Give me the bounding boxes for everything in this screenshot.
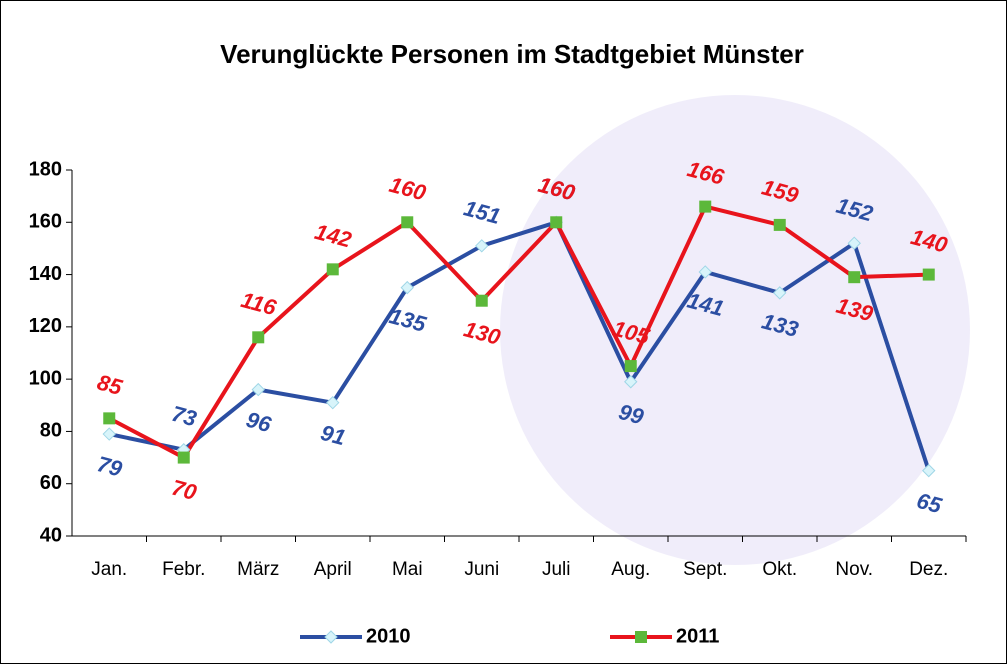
x-tick-label: Dez. <box>909 559 948 580</box>
marker <box>251 382 265 397</box>
x-tick-label: Sept. <box>683 559 727 580</box>
marker <box>103 412 116 425</box>
legend-label: 2011 <box>676 625 719 647</box>
x-tick-label: Febr. <box>162 559 205 580</box>
marker <box>252 331 265 344</box>
series-line <box>108 204 929 460</box>
x-tick-label: Mai <box>392 559 423 580</box>
marker <box>922 463 936 478</box>
y-tick-label: 120 <box>29 315 62 337</box>
y-tick-label: 140 <box>29 263 62 285</box>
y-tick-label: 80 <box>40 420 62 442</box>
marker <box>773 218 786 231</box>
y-tick-label: 100 <box>29 367 62 389</box>
marker <box>326 395 340 410</box>
x-tick-label: Nov. <box>835 559 873 580</box>
marker <box>177 451 190 464</box>
marker <box>848 271 861 284</box>
marker <box>475 239 489 253</box>
watermark <box>500 95 970 565</box>
x-tick-label: Juni <box>464 559 499 580</box>
x-tick-label: Jan. <box>91 559 127 580</box>
x-tick-label: Aug. <box>611 559 650 580</box>
x-tick-label: März <box>237 559 279 580</box>
marker <box>922 268 935 281</box>
legend-label: 2010 <box>366 625 411 647</box>
y-tick-label: 60 <box>40 472 62 494</box>
y-tick-label: 160 <box>29 211 62 233</box>
marker <box>400 280 414 295</box>
marker <box>102 427 116 441</box>
marker <box>624 375 638 389</box>
x-tick-label: Juli <box>542 559 571 580</box>
y-tick-label: 180 <box>29 158 62 180</box>
marker <box>624 360 637 373</box>
legend-marker <box>635 631 647 643</box>
series-line <box>108 220 931 472</box>
marker <box>550 216 563 229</box>
marker <box>401 216 414 229</box>
y-tick-label: 40 <box>40 524 62 546</box>
x-tick-label: April <box>314 559 352 580</box>
x-tick-label: Okt. <box>762 559 797 580</box>
legend-marker <box>324 630 338 644</box>
chart-title: Verunglückte Personen im Stadtgebiet Mün… <box>220 39 804 69</box>
marker <box>773 286 787 300</box>
marker <box>847 236 861 250</box>
marker <box>699 200 712 213</box>
marker <box>698 265 712 279</box>
marker <box>475 294 488 307</box>
marker <box>326 263 339 276</box>
